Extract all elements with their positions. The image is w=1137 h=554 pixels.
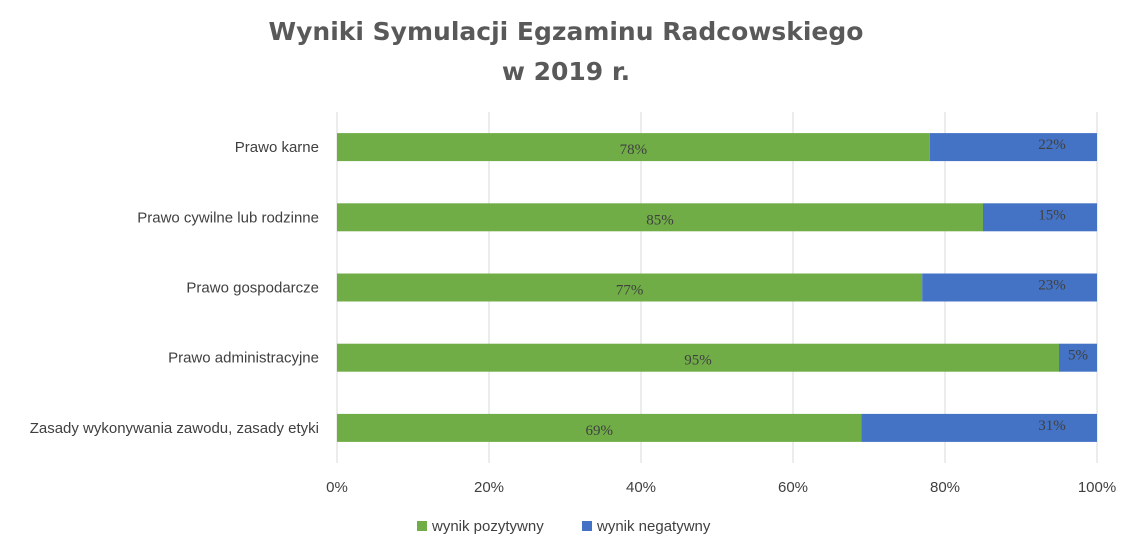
data-label-negative: 15% [1038, 207, 1066, 223]
data-label-negative: 31% [1038, 418, 1066, 434]
bar-positive [337, 343, 1059, 372]
bar-positive [337, 203, 983, 232]
x-tick-label: 40% [626, 479, 656, 496]
bar-negative [861, 413, 1097, 442]
data-label-positive: 85% [646, 212, 674, 228]
x-tick-label: 60% [778, 479, 808, 496]
bar-positive [337, 413, 862, 442]
legend: wynik pozytywny wynik negatywny [417, 518, 711, 535]
data-label-positive: 77% [616, 283, 644, 299]
x-tick-label: 20% [474, 479, 504, 496]
category-label: Prawo cywilne lub rodzinne [137, 209, 319, 226]
legend-label: wynik negatywny [596, 518, 711, 535]
bar-negative [1059, 343, 1097, 372]
bar-positive [337, 273, 923, 302]
bars [337, 133, 1097, 442]
data-label-positive: 95% [684, 353, 712, 369]
legend-label: wynik pozytywny [431, 518, 544, 535]
labels: 0% 20% 40% 60% 80% 100% Prawo karne 78% 22% Prawo… [30, 137, 1117, 496]
bar-negative [983, 203, 1097, 232]
x-tick-label: 0% [326, 479, 348, 496]
data-label-negative: 22% [1038, 137, 1066, 153]
data-label-positive: 69% [585, 423, 613, 439]
data-label-positive: 78% [620, 142, 648, 158]
bar-negative [922, 273, 1097, 302]
category-label: Prawo gospodarcze [186, 280, 319, 297]
legend-swatch [582, 521, 592, 531]
category-label: Prawo administracyjne [168, 350, 319, 367]
bar-negative [929, 133, 1097, 162]
data-label-negative: 5% [1068, 348, 1088, 364]
x-tick-label: 80% [930, 479, 960, 496]
data-label-negative: 23% [1038, 278, 1066, 294]
category-label: Zasady wykonywania zawodu, zasady etyki [30, 420, 319, 437]
category-label: Prawo karne [235, 139, 319, 156]
bar-positive [337, 133, 930, 162]
chart-title-line-1: Wyniki Symulacji Egzaminu Radcowskiego [269, 17, 864, 46]
legend-swatch [417, 521, 427, 531]
chart-title-line-2: w 2019 r. [502, 57, 630, 86]
x-tick-label: 100% [1078, 479, 1116, 496]
